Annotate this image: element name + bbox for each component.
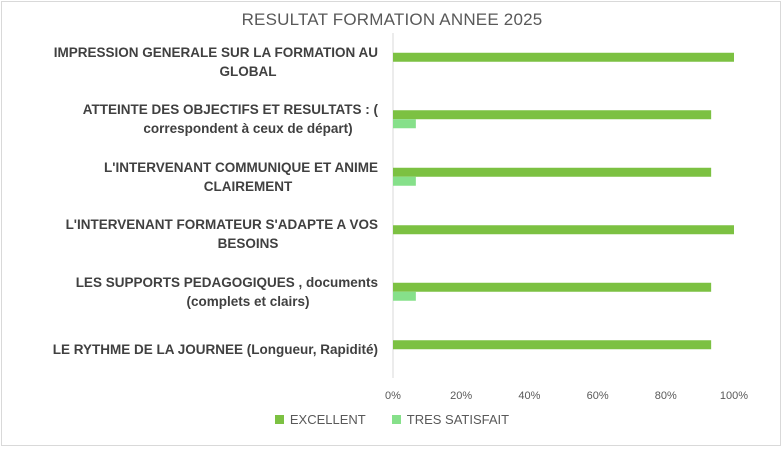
legend-label-excellent: EXCELLENT (289, 412, 366, 427)
bar-tres-satisfait-4 (393, 291, 416, 301)
category-label-line: LE RYTHME DE LA JOURNEE (Longueur, Rapid… (52, 341, 378, 357)
category-label-line: correspondent à ceux de départ) (143, 121, 353, 137)
x-tick-label-4: 80% (654, 390, 677, 402)
category-label-line: CLAIREMENT (203, 178, 293, 194)
x-tick-label-5: 100% (719, 390, 749, 402)
chart-legend: EXCELLENT TRES SATISFAIT (0, 412, 784, 427)
category-label-line: L'INTERVENANT FORMATEUR S'ADAPTE A VOS (65, 217, 378, 233)
x-tick-label-3: 60% (586, 390, 609, 402)
category-label-1: ATTEINTE DES OBJECTIFS ET RESULTATS : ( c… (18, 100, 378, 138)
x-tick-label-1: 20% (450, 390, 473, 402)
category-label-5: LE RYTHME DE LA JOURNEE (Longueur, Rapid… (18, 340, 378, 359)
bar-excellent-0 (393, 52, 734, 62)
x-tick-label-2: 40% (518, 390, 541, 402)
bar-excellent-5 (393, 340, 712, 350)
bar-excellent-2 (393, 167, 712, 177)
category-label-4: LES SUPPORTS PEDAGOGIQUES , documents (co… (18, 273, 378, 311)
category-label-line: BESOINS (217, 236, 279, 252)
category-label-line: IMPRESSION GENERALE SUR LA FORMATION AU (53, 44, 378, 60)
chart-title: RESULTAT FORMATION ANNEE 2025 (241, 10, 543, 29)
legend-item-excellent: EXCELLENT (274, 412, 366, 427)
legend-item-tres-satisfait: TRES SATISFAIT (391, 412, 510, 427)
category-label-line: ATTEINTE DES OBJECTIFS ET RESULTATS : ( (82, 102, 378, 118)
category-label-3: L'INTERVENANT FORMATEUR S'ADAPTE A VOS BE… (18, 215, 378, 253)
bar-tres-satisfait-1 (393, 119, 416, 129)
bar-excellent-3 (393, 225, 734, 235)
x-tick-label-0: 0% (385, 390, 401, 402)
category-label-line: LES SUPPORTS PEDAGOGIQUES , documents (75, 274, 378, 290)
bar-tres-satisfait-2 (393, 176, 416, 186)
category-label-line: GLOBAL (219, 63, 277, 79)
category-label-2: L'INTERVENANT COMMUNIQUE ET ANIME CLAIREM… (18, 158, 378, 196)
category-label-line: L'INTERVENANT COMMUNIQUE ET ANIME (104, 159, 378, 175)
category-label-line: (complets et clairs) (186, 293, 310, 309)
legend-swatch-excellent (274, 415, 284, 424)
legend-swatch-tres-satisfait (391, 415, 401, 424)
bar-excellent-4 (393, 282, 712, 292)
bar-excellent-1 (393, 110, 712, 120)
category-label-0: IMPRESSION GENERALE SUR LA FORMATION AU G… (18, 43, 378, 81)
legend-label-tres-satisfait: TRES SATISFAIT (406, 412, 510, 427)
